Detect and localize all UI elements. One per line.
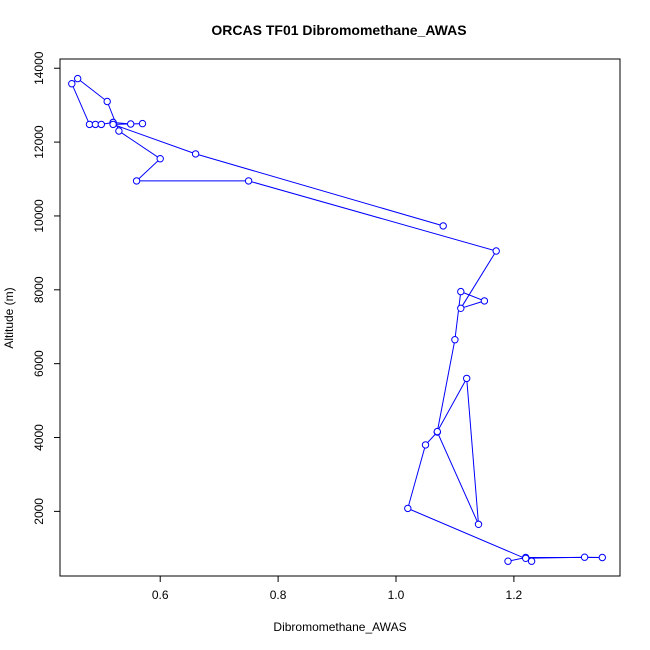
data-point xyxy=(115,127,123,135)
data-point xyxy=(492,247,500,255)
data-point xyxy=(522,554,530,562)
data-point xyxy=(132,177,141,185)
data-point xyxy=(504,557,512,565)
data-point xyxy=(451,336,459,344)
y-tick-label: 14000 xyxy=(32,51,46,85)
data-point xyxy=(421,441,430,449)
data-point xyxy=(68,80,76,88)
data-point xyxy=(127,120,135,128)
data-point xyxy=(598,553,606,562)
y-tick-label: 6000 xyxy=(32,350,46,377)
data-point xyxy=(244,177,253,185)
points-layer xyxy=(68,74,606,565)
x-tick-label: 0.8 xyxy=(270,588,287,602)
data-point xyxy=(74,74,82,83)
y-tick-label: 8000 xyxy=(32,276,46,303)
data-point xyxy=(103,97,111,106)
x-tick-label: 1.2 xyxy=(506,588,523,602)
data-point xyxy=(463,374,471,383)
x-axis-label: Dibromomethane_AWAS xyxy=(273,620,406,634)
data-point xyxy=(191,150,200,158)
data-point xyxy=(404,504,412,513)
data-point xyxy=(480,297,489,305)
data-point xyxy=(527,557,536,565)
x-axis: 0.6 0.8 1.0 1.2 xyxy=(152,576,523,602)
chart-title: ORCAS TF01 Dibromomethane_AWAS xyxy=(211,22,466,38)
y-tick-label: 4000 xyxy=(32,424,46,451)
y-tick-label: 10000 xyxy=(32,199,46,233)
series-line xyxy=(71,77,603,562)
y-axis: 2000 4000 6000 8000 10000 12000 14000 xyxy=(32,51,60,525)
data-point xyxy=(156,155,164,163)
y-axis-label: Altitude (m) xyxy=(2,287,16,348)
data-point xyxy=(109,120,117,129)
data-point xyxy=(439,222,447,230)
data-point xyxy=(138,119,147,128)
data-point xyxy=(97,120,106,129)
data-point xyxy=(474,520,483,528)
x-tick-label: 0.6 xyxy=(152,588,169,602)
series-layer xyxy=(71,77,603,562)
data-point xyxy=(433,427,441,436)
data-point xyxy=(457,304,465,312)
plot-area-frame xyxy=(59,58,621,577)
y-tick-label: 12000 xyxy=(32,125,46,159)
x-tick-label: 1.0 xyxy=(388,588,405,602)
data-point xyxy=(457,287,465,296)
y-tick-label: 2000 xyxy=(32,498,46,525)
data-point xyxy=(580,553,589,561)
